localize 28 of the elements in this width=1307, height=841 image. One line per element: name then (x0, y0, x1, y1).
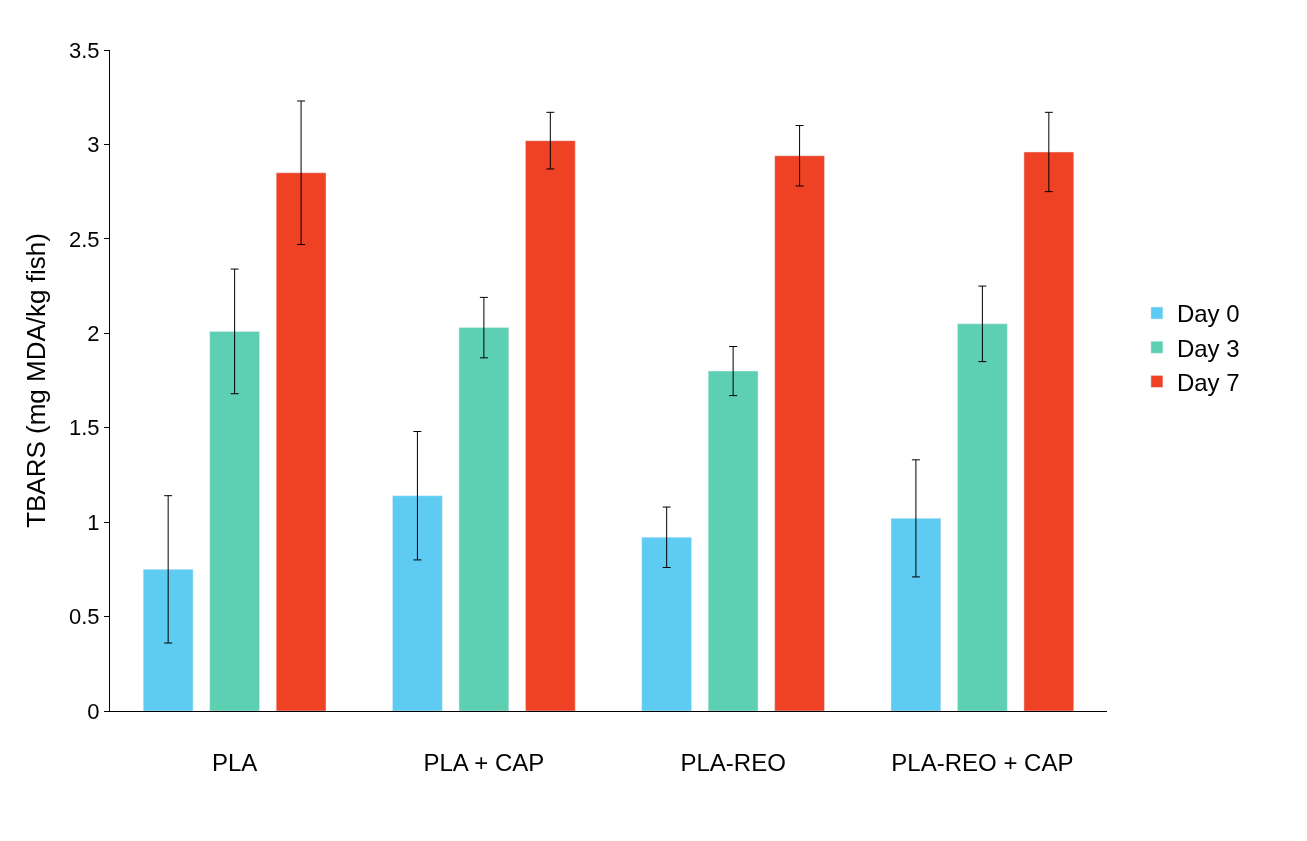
y-tick-label: 2.5 (69, 226, 100, 252)
y-tick-label: 2 (87, 320, 100, 346)
x-tick-label: PLA (211, 748, 258, 776)
bar (774, 155, 825, 711)
bar (890, 518, 942, 711)
y-tick-label: 0 (87, 698, 100, 724)
bar (458, 327, 510, 711)
bar (142, 569, 194, 711)
bar (1023, 151, 1075, 711)
legend-label: Day 3 (1176, 334, 1240, 362)
bar (641, 537, 692, 711)
x-tick-label: PLA + CAP (423, 748, 545, 776)
y-tick-label: 1.5 (69, 415, 100, 441)
y-tick-label: 1 (87, 509, 100, 535)
legend-label: Day 0 (1176, 300, 1240, 328)
bar (209, 331, 260, 711)
y-tick-label: 3.5 (69, 37, 100, 63)
x-tick-label: PLA-REO (680, 748, 786, 776)
x-tick-label: PLA-REO + CAP (891, 748, 1074, 776)
bar (392, 495, 443, 711)
y-axis-title: TBARS (mg MDA/kg fish) (21, 233, 52, 528)
y-tick-label: 0.5 (69, 604, 100, 630)
bar (957, 323, 1008, 711)
legend-label: Day 7 (1176, 368, 1240, 396)
y-tick-label: 3 (87, 132, 100, 158)
bar (525, 140, 576, 711)
bar (275, 172, 327, 711)
bar (707, 370, 759, 711)
